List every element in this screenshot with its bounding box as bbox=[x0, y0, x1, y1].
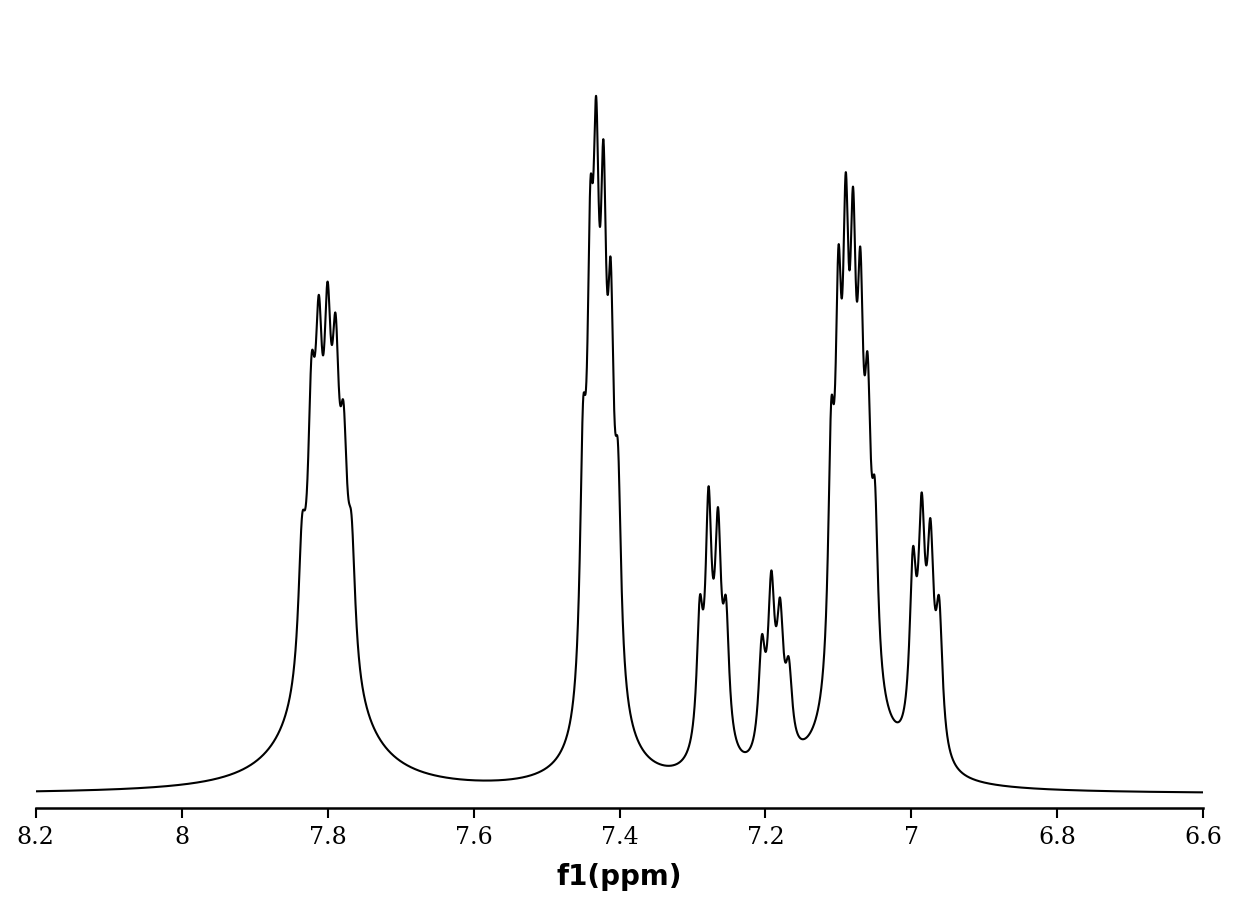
X-axis label: f1(ppm): f1(ppm) bbox=[556, 864, 683, 892]
